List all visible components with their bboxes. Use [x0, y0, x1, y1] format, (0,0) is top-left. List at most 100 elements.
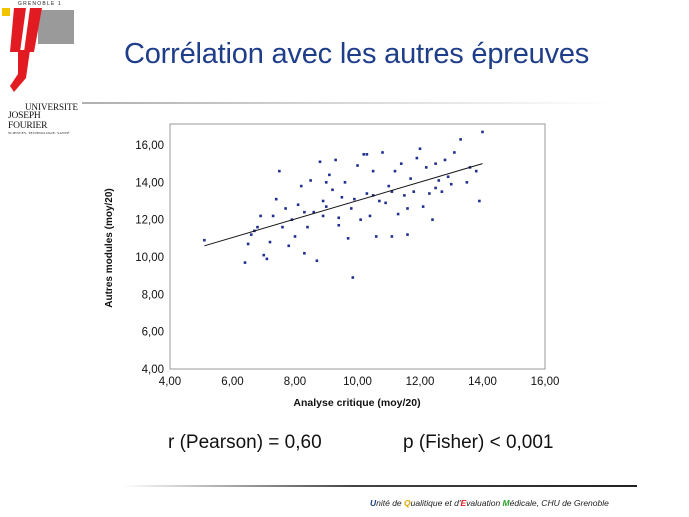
- scatter-point: [449, 182, 453, 186]
- x-axis-ticks: 4,00 6,00 8,00 10,00 12,00 14,00 16,00: [159, 376, 560, 388]
- y-tick-label: 10,00: [135, 252, 164, 264]
- scatter-point: [265, 257, 269, 261]
- scatter-point: [287, 244, 291, 248]
- univ-line-1: UNIVERSITE: [25, 102, 78, 112]
- title-divider: [82, 102, 612, 104]
- scatter-point: [406, 207, 409, 210]
- scatter-point: [318, 160, 322, 164]
- scatter-chart: Autres modules (moy/20) Analyse critique…: [104, 123, 560, 409]
- x-tick-label: 6,00: [221, 376, 243, 388]
- y-tick-label: 12,00: [135, 215, 164, 227]
- scatter-point: [324, 181, 328, 184]
- scatter-point: [446, 175, 450, 179]
- logo-red-stroke: [10, 8, 42, 92]
- scatter-point: [412, 190, 416, 193]
- y-axis-ticks: 4,00 6,00 8,00 10,00 12,00 14,00 16,00: [135, 140, 164, 376]
- y-axis-label: Autres modules (moy/20): [104, 188, 115, 307]
- fisher-stat: p (Fisher) < 0,001: [403, 432, 554, 453]
- scatter-point: [328, 173, 331, 177]
- scatter-point: [349, 207, 353, 210]
- scatter-point: [396, 212, 400, 216]
- scatter-point: [418, 147, 422, 151]
- x-tick-label: 12,00: [406, 376, 435, 388]
- scatter-point: [359, 218, 362, 221]
- scatter-point: [434, 162, 437, 165]
- scatter-point: [365, 192, 369, 195]
- scatter-point: [340, 195, 344, 199]
- univ-line-2: JOSEPH FOURIER: [8, 111, 48, 131]
- scatter-point: [351, 276, 355, 279]
- scatter-point: [293, 235, 297, 238]
- footer-divider: [122, 485, 637, 487]
- scatter-point: [324, 205, 328, 208]
- scatter-point: [381, 151, 384, 154]
- scatter-point: [343, 181, 347, 184]
- scatter-point: [428, 192, 431, 195]
- scatter-point: [371, 194, 375, 197]
- scatter-point: [399, 162, 403, 165]
- university-logo: GRENOBLE 1 UNIVERSITE JOSEPH FOURIER SCI…: [0, 0, 82, 140]
- scatter-point: [434, 186, 437, 190]
- scatter-point: [459, 138, 462, 141]
- footer-text-part: M: [502, 498, 510, 508]
- scatter-point: [481, 130, 484, 134]
- scatter-point: [465, 181, 469, 184]
- logo-yellow-square: [2, 8, 10, 16]
- footer-credit: Unité de Qualitique et d'Evaluation Médi…: [370, 498, 609, 508]
- footer-text-part: Q: [404, 498, 411, 508]
- scatter-point: [268, 240, 272, 244]
- scatter-points: [203, 130, 484, 279]
- scatter-point: [387, 184, 391, 188]
- scatter-point: [303, 210, 306, 214]
- footer-text-part: valuation: [466, 498, 503, 508]
- scatter-point: [478, 199, 481, 203]
- scatter-point: [243, 261, 247, 264]
- footer-text-part: nité de: [376, 498, 405, 508]
- scatter-point: [296, 203, 300, 207]
- scatter-point: [246, 242, 250, 246]
- y-axis-label-group: Autres modules (moy/20): [104, 188, 115, 307]
- scatter-point: [281, 225, 284, 229]
- univ-line-3: SCIENCES. TECHNOLOGIE. SANTÉ: [8, 131, 70, 135]
- scatter-point: [368, 214, 372, 218]
- footer-text-part: édicale, CHU de Grenoble: [509, 498, 609, 508]
- logo-city-text: GRENOBLE 1: [18, 1, 62, 7]
- y-tick-label: 6,00: [142, 327, 164, 339]
- trend-line: [204, 163, 483, 247]
- scatter-point: [356, 164, 359, 167]
- scatter-point: [378, 199, 381, 203]
- scatter-point: [299, 184, 303, 188]
- scatter-point: [334, 158, 337, 162]
- x-tick-label: 8,00: [284, 376, 306, 388]
- scatter-point: [365, 153, 369, 156]
- scatter-point: [390, 235, 394, 238]
- scatter-point: [303, 251, 306, 255]
- footer-text-part: U: [370, 498, 377, 508]
- scatter-point: [384, 201, 387, 205]
- scatter-point: [331, 188, 334, 192]
- scatter-point: [321, 199, 325, 203]
- x-tick-label: 4,00: [159, 376, 181, 388]
- x-tick-label: 14,00: [468, 376, 497, 388]
- scatter-point: [309, 179, 312, 182]
- scatter-point: [337, 216, 341, 220]
- y-tick-label: 14,00: [135, 177, 164, 189]
- scatter-point: [256, 225, 259, 229]
- scatter-point: [259, 214, 262, 218]
- scatter-point: [271, 214, 275, 218]
- scatter-point: [312, 210, 316, 214]
- scatter-point: [321, 214, 325, 218]
- university-name: UNIVERSITE JOSEPH FOURIER SCIENCES. TECH…: [8, 103, 78, 136]
- scatter-point: [374, 235, 378, 238]
- x-tick-label: 10,00: [343, 376, 372, 388]
- y-tick-label: 16,00: [135, 140, 164, 152]
- x-tick-label: 16,00: [531, 376, 560, 388]
- y-tick-label: 8,00: [142, 289, 164, 301]
- scatter-point: [421, 205, 425, 208]
- scatter-point: [409, 177, 412, 180]
- footer-text-part: E: [460, 498, 467, 508]
- scatter-point: [203, 238, 206, 242]
- scatter-point: [353, 197, 356, 201]
- scatter-point: [337, 223, 341, 227]
- logo-grey-square: [38, 10, 74, 44]
